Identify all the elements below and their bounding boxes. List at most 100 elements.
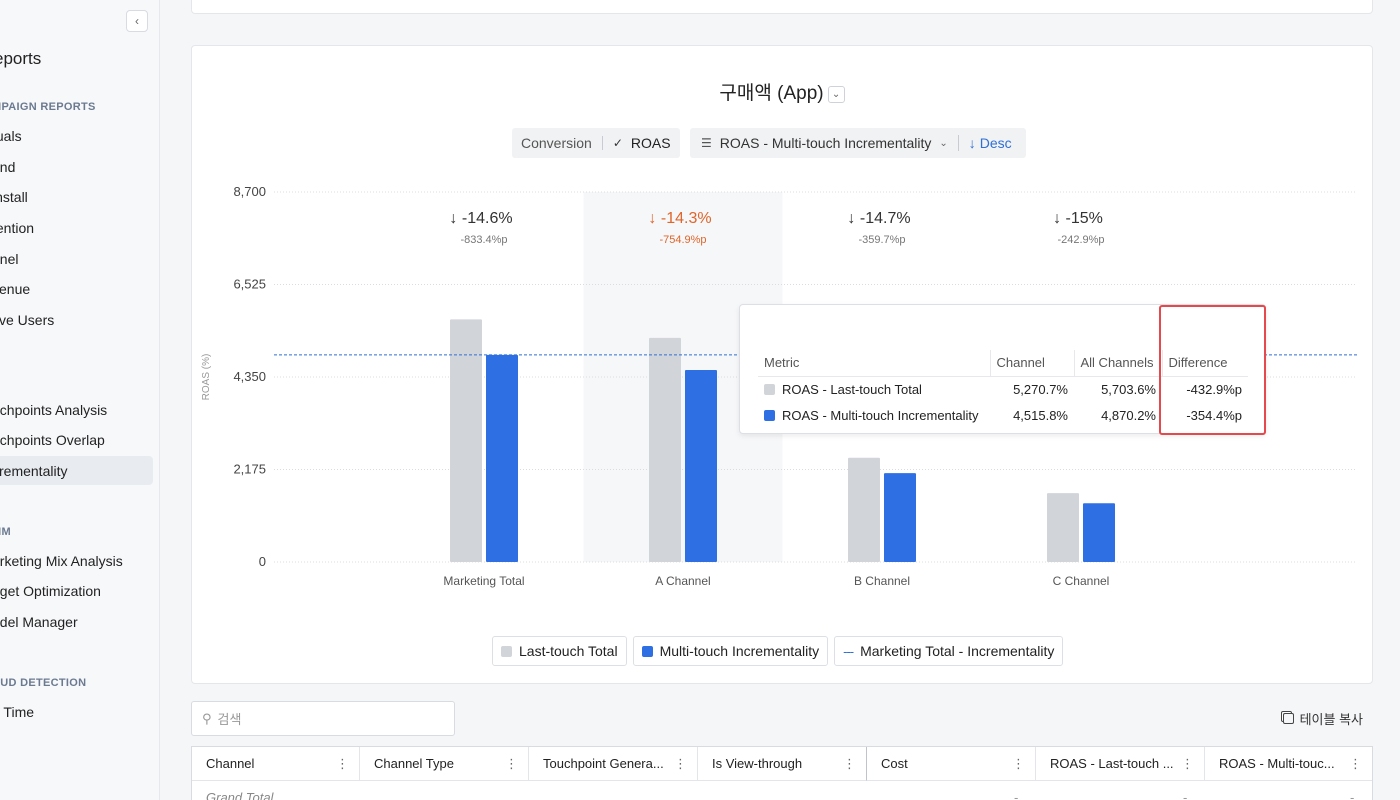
chart-title-text: 구매액 (App) [719, 83, 824, 104]
tooltip-channel-value: 4,515.8% [1013, 407, 1068, 423]
column-menu-icon[interactable]: ⋮ [843, 755, 856, 771]
sidebar-item-revenue[interactable]: venue [0, 281, 31, 297]
column-header-is-view-through[interactable]: Is View-through ⋮ [698, 747, 867, 781]
sidebar-item-funnel[interactable]: nnel [0, 251, 19, 267]
tooltip-metric-label: ROAS - Last-touch Total [782, 381, 922, 397]
tooltip-header-all-channels: All Channels [1073, 350, 1162, 377]
tooltip-channel-value: 5,270.7% [1013, 381, 1068, 397]
tooltip-diff-value: -354.4%p [1186, 407, 1242, 423]
column-header-cost[interactable]: Cost ⋮ [867, 747, 1036, 781]
legend-label: Marketing Total - Incrementality [860, 643, 1055, 659]
sort-direction-button[interactable]: Desc [979, 135, 1012, 151]
toggle-divider [601, 136, 603, 150]
tooltip-all-value: 5,703.6% [1101, 381, 1156, 397]
y-tick-label: 8,700 [233, 184, 266, 199]
search-input[interactable]: ⚲ 검색 [191, 701, 455, 736]
chevron-down-icon[interactable]: ⌄ [827, 86, 845, 103]
change-diff-label: -242.9%p [1057, 234, 1104, 246]
change-percent-label: ↓ -15% [1053, 210, 1103, 227]
grand-total-cost: - [1014, 790, 1019, 800]
legend-multi-touch[interactable]: Multi-touch Incrementality [632, 636, 829, 666]
chart-card: 구매액 (App) ⌄ Conversion ✓ ROAS ☰ ROAS - Mu… [191, 45, 1373, 684]
search-icon: ⚲ [202, 710, 212, 726]
column-label: ROAS - Multi-touc... [1219, 756, 1335, 771]
sidebar-active-highlight [0, 456, 153, 485]
sidebar: ‹ eports MPAIGN REPORTS tuals end instal… [0, 0, 160, 800]
sidebar-item-actuals[interactable]: tuals [0, 128, 22, 144]
sidebar-item-spend[interactable]: end [0, 159, 16, 175]
sidebar-item-marketing-mix-analysis[interactable]: arketing Mix Analysis [0, 553, 123, 569]
sidebar-section-fraud-detection: AUD DETECTION [0, 677, 87, 689]
column-header-touchpoint-generation[interactable]: Touchpoint Genera... ⋮ [529, 747, 698, 781]
y-tick-label: 6,525 [233, 277, 266, 292]
swatch-multi-touch [764, 409, 775, 421]
grand-total-roas-multi: - [1350, 790, 1355, 800]
sort-lines-icon: ☰ [701, 136, 712, 150]
collapse-sidebar-icon[interactable]: ‹ [126, 10, 148, 32]
column-menu-icon[interactable]: ⋮ [336, 755, 349, 771]
sidebar-title: eports [0, 49, 42, 68]
sidebar-item-touchpoints-overlap[interactable]: uchpoints Overlap [0, 432, 105, 448]
y-tick-label: 2,175 [233, 462, 266, 477]
sidebar-item-touchpoints-analysis[interactable]: uchpoints Analysis [0, 402, 108, 418]
column-header-channel[interactable]: Channel ⋮ [192, 747, 360, 781]
bar-last-touch [649, 337, 681, 562]
column-menu-icon[interactable]: ⋮ [505, 755, 518, 771]
sort-metric-select[interactable]: ROAS - Multi-touch Incrementality [719, 135, 932, 151]
copy-table-button[interactable]: 테이블 복사 [1282, 709, 1363, 728]
y-tick-label: 0 [259, 554, 266, 569]
column-menu-icon[interactable]: ⋮ [1181, 755, 1194, 771]
check-icon: ✓ [612, 136, 623, 150]
tooltip-header-metric: Metric [758, 350, 990, 377]
copy-icon [1282, 713, 1294, 724]
column-menu-icon[interactable]: ⋮ [1349, 755, 1362, 771]
sidebar-item-timing[interactable]: g Time [0, 704, 35, 720]
legend-swatch [641, 645, 653, 657]
chevron-down-icon[interactable]: ⌄ [939, 137, 948, 149]
column-header-roas-last-touch[interactable]: ROAS - Last-touch ... ⋮ [1036, 747, 1205, 781]
sort-control: ☰ ROAS - Multi-touch Incrementality ⌄ ↓ … [690, 128, 1026, 158]
legend-marketing-total-line[interactable]: --- Marketing Total - Incrementality [834, 636, 1064, 666]
x-tick-label: A Channel [655, 574, 710, 588]
sidebar-item-retention[interactable]: tention [0, 220, 35, 236]
column-label: Touchpoint Genera... [543, 756, 664, 771]
sidebar-item-active-users[interactable]: tive Users [0, 312, 55, 328]
column-label: Is View-through [712, 756, 803, 771]
legend-swatch [501, 645, 512, 657]
column-label: Cost [881, 756, 908, 771]
sidebar-item-install[interactable]: install [0, 189, 28, 205]
sidebar-item-incrementality[interactable]: crementality [0, 463, 68, 479]
bar-last-touch [848, 457, 880, 562]
grand-total-roas-last: - [1183, 790, 1188, 800]
tooltip-metric: ROAS - Multi-touch Incrementality [758, 402, 990, 428]
bar-multi-touch [884, 473, 916, 562]
chart-title[interactable]: 구매액 (App) ⌄ [192, 78, 1372, 105]
sidebar-item-budget-optimization[interactable]: dget Optimization [0, 583, 101, 599]
legend-label: Multi-touch Incrementality [659, 643, 820, 659]
y-tick-label: 4,350 [233, 369, 266, 384]
toggle-conversion[interactable]: Conversion [521, 135, 592, 151]
column-menu-icon[interactable]: ⋮ [674, 755, 687, 771]
column-menu-icon[interactable]: ⋮ [1012, 755, 1025, 771]
metric-toggle: Conversion ✓ ROAS [512, 128, 680, 158]
change-percent-label: ↓ -14.6% [449, 210, 512, 227]
x-tick-label: Marketing Total [443, 574, 524, 588]
tooltip-header-channel: Channel [989, 350, 1074, 377]
bar-multi-touch [486, 354, 518, 562]
tooltip-row: ROAS - Multi-touch Incrementality 4,515.… [758, 402, 1248, 428]
sort-desc-arrow-icon[interactable]: ↓ [968, 135, 976, 151]
legend-dash: --- [843, 643, 854, 659]
tooltip-metric-label: ROAS - Multi-touch Incrementality [782, 407, 979, 423]
column-header-channel-type[interactable]: Channel Type ⋮ [360, 747, 529, 781]
column-header-roas-multi-touch[interactable]: ROAS - Multi-touc... ⋮ [1205, 747, 1372, 781]
chart-legend: Last-touch Total Multi-touch Incremental… [492, 636, 1064, 666]
sidebar-item-model-manager[interactable]: odel Manager [0, 614, 78, 630]
legend-label: Last-touch Total [519, 643, 618, 659]
tooltip-metric: ROAS - Last-touch Total [758, 376, 990, 402]
toggle-roas[interactable]: ROAS [630, 135, 671, 151]
change-diff-label: -833.4%p [460, 234, 507, 246]
legend-last-touch[interactable]: Last-touch Total [492, 636, 627, 666]
bar-last-touch [450, 319, 482, 562]
change-percent-label: ↓ -14.3% [648, 210, 711, 227]
column-label: ROAS - Last-touch ... [1050, 756, 1174, 771]
